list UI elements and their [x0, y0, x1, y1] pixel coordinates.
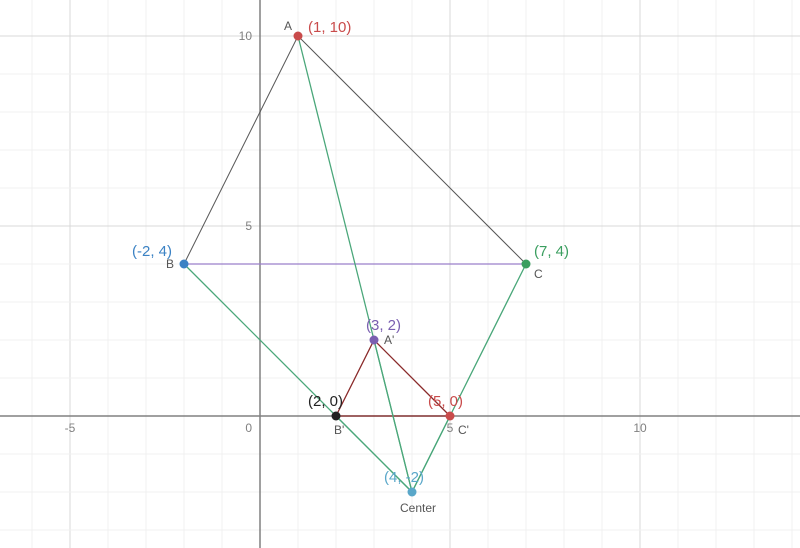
- point-Bp: [332, 412, 341, 421]
- point-label-Center: Center: [400, 501, 436, 515]
- point-label-Ap: A': [384, 333, 394, 347]
- point-B: [180, 260, 189, 269]
- point-C: [522, 260, 531, 269]
- x-tick-label: 5: [447, 421, 454, 435]
- point-Center: [408, 488, 417, 497]
- point-coord-Bp: (2, 0): [308, 393, 343, 410]
- point-label-A: A: [284, 19, 292, 33]
- point-label-Bp: B': [334, 423, 344, 437]
- point-coord-Ap: (3, 2): [366, 317, 401, 334]
- point-label-C: C: [534, 267, 543, 281]
- point-Cp: [446, 412, 455, 421]
- origin-label: 0: [245, 421, 252, 435]
- x-tick-label: -5: [65, 421, 76, 435]
- y-tick-label: 10: [239, 29, 253, 43]
- point-coord-B: (-2, 4): [132, 243, 172, 260]
- point-coord-C: (7, 4): [534, 243, 569, 260]
- coordinate-plane: -5510155100A(1, 10)B(-2, 4)C(7, 4)A'(3, …: [0, 0, 800, 548]
- y-tick-label: 5: [245, 219, 252, 233]
- point-coord-Cp: (5, 0): [428, 393, 463, 410]
- point-coord-Center: (4, -2): [384, 469, 424, 486]
- point-coord-A: (1, 10): [308, 19, 351, 36]
- point-A: [294, 32, 303, 41]
- point-label-Cp: C': [458, 423, 469, 437]
- point-Ap: [370, 336, 379, 345]
- x-tick-label: 10: [633, 421, 647, 435]
